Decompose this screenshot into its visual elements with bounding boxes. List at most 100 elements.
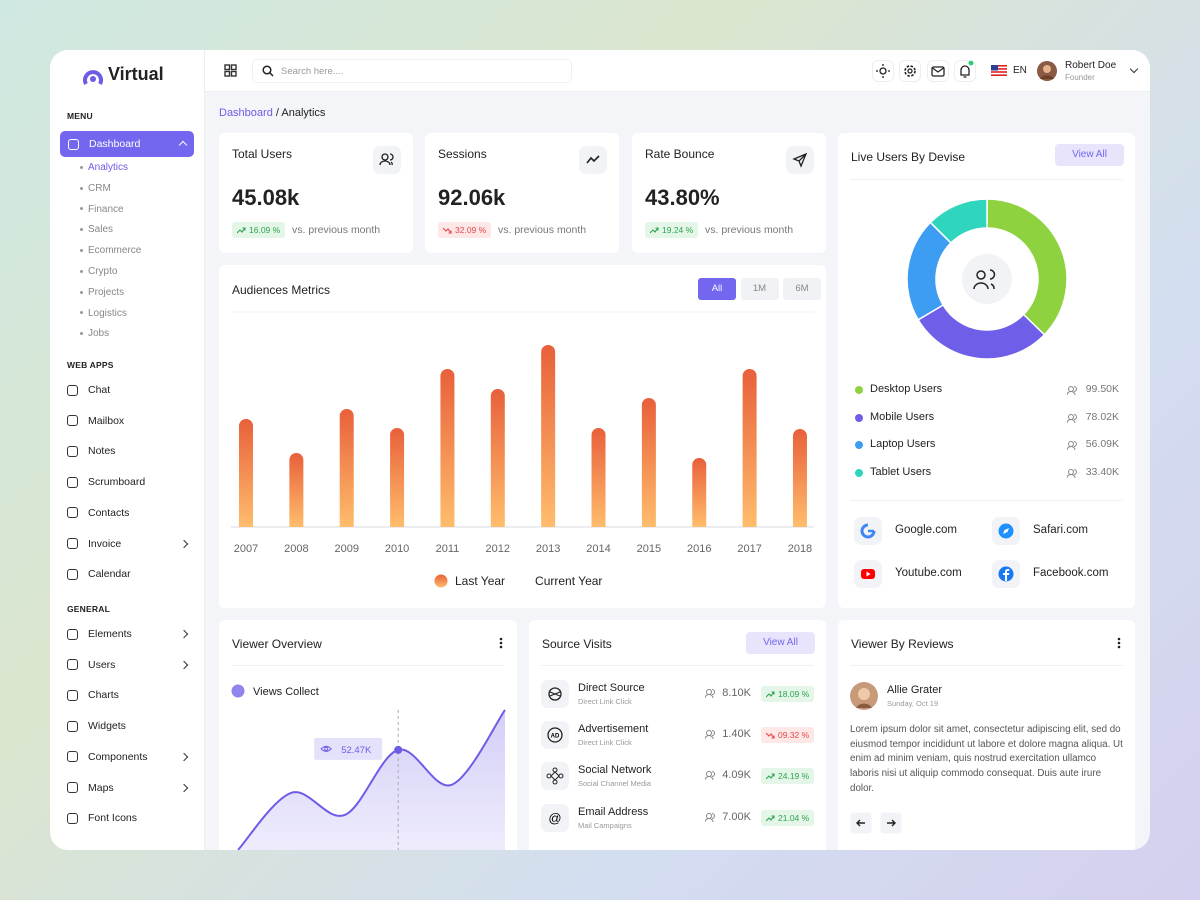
chevron — [178, 140, 188, 150]
theme-button[interactable] — [872, 60, 894, 82]
live-users-card: Live Users By Devise View All Desktop Us… — [838, 133, 1135, 608]
review-text: Lorem ipsum dolor sit amet, consectetur … — [850, 724, 1123, 794]
submenu-item[interactable]: Crypto — [80, 266, 117, 277]
nav-label: Font Icons — [88, 812, 138, 825]
trend-icon — [766, 772, 775, 779]
mail-icon — [931, 66, 945, 77]
legend-label: Current Year — [535, 574, 602, 588]
icon — [67, 507, 78, 519]
stat-value: 45.08k — [232, 185, 300, 210]
nav-item[interactable]: Calendar — [67, 563, 191, 585]
site-name[interactable]: Facebook.com — [1033, 567, 1109, 579]
source-name: Email Address — [578, 806, 649, 818]
source-sub: Direct Link Click — [578, 738, 632, 747]
arrow — [766, 814, 775, 821]
bar — [742, 369, 757, 527]
settings-button[interactable] — [899, 60, 921, 82]
source-change: 09.32 % — [761, 727, 815, 743]
icon — [68, 138, 79, 150]
trend-icon — [650, 226, 659, 233]
site-name[interactable]: Google.com — [895, 524, 958, 536]
dashboard-window: Virtual MENU Dashboard Analytics CRM Finance… — [50, 50, 1150, 850]
source-change: 18.09 % — [761, 686, 815, 702]
stat-icon — [373, 146, 401, 174]
site-icon — [854, 517, 882, 545]
bar — [641, 398, 656, 527]
range-tab[interactable]: All — [698, 278, 736, 300]
arrow — [237, 226, 246, 233]
notification-button[interactable] — [954, 59, 976, 82]
nav-item[interactable]: Widgets — [67, 715, 191, 737]
legend-value: 33.40K — [1085, 465, 1119, 478]
nav-label: Widgets — [88, 720, 126, 733]
chevron — [179, 752, 189, 762]
nav-item[interactable]: Font Icons — [67, 807, 191, 829]
language[interactable]: EN — [1013, 65, 1027, 76]
nav-item-active[interactable]: Dashboard — [60, 131, 194, 157]
submenu-item[interactable]: Jobs — [80, 328, 109, 339]
view-all-button[interactable]: View All — [746, 632, 815, 654]
nav-item[interactable]: Maps — [67, 777, 191, 799]
user-menu-chevron[interactable] — [1129, 64, 1139, 74]
nav-item[interactable]: Elements — [67, 623, 191, 645]
x-tick-label: 2018 — [788, 543, 812, 555]
x-tick-label: 2017 — [737, 543, 761, 555]
donut-chart — [906, 198, 1068, 360]
more-menu[interactable] — [1117, 637, 1121, 649]
source-icon: @ — [541, 804, 569, 832]
range-tab[interactable]: 6M — [783, 278, 821, 300]
nav-item[interactable]: Charts — [67, 684, 191, 706]
users-icon — [705, 813, 715, 822]
nav-item[interactable]: Chat — [67, 379, 191, 401]
apps-icon[interactable] — [224, 64, 237, 77]
nav-item[interactable]: Notes — [67, 440, 191, 462]
submenu-item[interactable]: Finance — [80, 204, 124, 215]
nav-label: Notes — [88, 445, 116, 458]
nav-item[interactable]: Mailbox — [67, 410, 191, 432]
submenu-item[interactable]: Logistics — [80, 308, 127, 319]
arrow — [766, 772, 775, 779]
users-icon — [705, 689, 715, 698]
submenu-item[interactable]: Sales — [80, 224, 113, 235]
flag-icon — [991, 65, 1007, 76]
x-tick-label: 2016 — [687, 543, 711, 555]
users-icon — [973, 269, 996, 290]
nav-item[interactable]: Components — [67, 746, 191, 768]
divider — [541, 665, 814, 666]
bar — [692, 458, 707, 527]
nav-label: Charts — [88, 689, 119, 702]
breadcrumb-parent[interactable]: Dashboard — [219, 107, 273, 119]
site-name[interactable]: Safari.com — [1033, 524, 1088, 536]
range-tab[interactable]: 1M — [740, 278, 779, 300]
tooltip-label: 52.47K — [341, 745, 372, 756]
submenu-item[interactable]: Analytics — [80, 162, 128, 173]
site-name[interactable]: Youtube.com — [895, 567, 962, 579]
review-nav[interactable] — [850, 812, 902, 834]
icon — [67, 689, 78, 701]
search-box[interactable]: Search here.... — [252, 59, 572, 83]
more-menu[interactable] — [499, 637, 503, 649]
change-value: 21.04 % — [778, 813, 810, 823]
nav-label: Chat — [88, 384, 111, 396]
section-title: MENU — [67, 111, 93, 121]
nav-item[interactable]: Scrumboard — [67, 471, 191, 493]
submenu-item[interactable]: CRM — [80, 183, 111, 194]
nav-item[interactable]: Invoice — [67, 533, 191, 555]
mail-button[interactable] — [927, 60, 949, 82]
nav-label: Scrumboard — [88, 476, 146, 489]
brand-logo — [83, 70, 103, 85]
nav-item[interactable]: Users — [67, 654, 191, 676]
range-tab[interactable]: 1Y — [825, 278, 826, 300]
avatar[interactable] — [1037, 61, 1057, 81]
submenu-item[interactable]: Ecommerce — [80, 245, 141, 256]
nav-item[interactable]: Contacts — [67, 502, 191, 524]
search-icon — [262, 65, 274, 77]
gear-icon — [904, 65, 916, 77]
svg-text:@: @ — [548, 811, 561, 826]
icon — [705, 689, 715, 698]
stat-value: 92.06k — [438, 185, 506, 210]
bar — [239, 419, 253, 527]
view-all-button[interactable]: View All — [1055, 144, 1124, 166]
arrow — [766, 732, 775, 739]
submenu-item[interactable]: Projects — [80, 287, 124, 298]
